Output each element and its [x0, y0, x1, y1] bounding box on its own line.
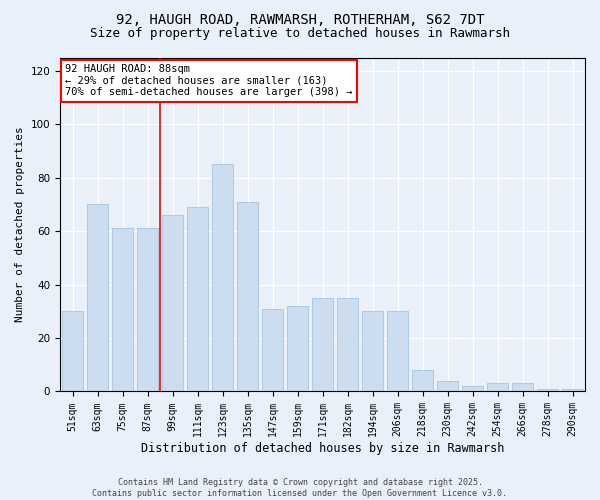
Bar: [387, 312, 408, 392]
Bar: [337, 298, 358, 392]
Bar: [412, 370, 433, 392]
Bar: [137, 228, 158, 392]
Bar: [237, 202, 258, 392]
X-axis label: Distribution of detached houses by size in Rawmarsh: Distribution of detached houses by size …: [141, 442, 504, 455]
Bar: [487, 384, 508, 392]
Text: Size of property relative to detached houses in Rawmarsh: Size of property relative to detached ho…: [90, 28, 510, 40]
Text: 92 HAUGH ROAD: 88sqm
← 29% of detached houses are smaller (163)
70% of semi-deta: 92 HAUGH ROAD: 88sqm ← 29% of detached h…: [65, 64, 353, 98]
Bar: [287, 306, 308, 392]
Bar: [437, 381, 458, 392]
Bar: [212, 164, 233, 392]
Bar: [512, 384, 533, 392]
Y-axis label: Number of detached properties: Number of detached properties: [15, 126, 25, 322]
Bar: [262, 308, 283, 392]
Bar: [162, 215, 183, 392]
Bar: [62, 312, 83, 392]
Bar: [87, 204, 108, 392]
Bar: [312, 298, 333, 392]
Bar: [362, 312, 383, 392]
Bar: [187, 207, 208, 392]
Bar: [462, 386, 483, 392]
Text: Contains HM Land Registry data © Crown copyright and database right 2025.
Contai: Contains HM Land Registry data © Crown c…: [92, 478, 508, 498]
Bar: [562, 389, 583, 392]
Text: 92, HAUGH ROAD, RAWMARSH, ROTHERHAM, S62 7DT: 92, HAUGH ROAD, RAWMARSH, ROTHERHAM, S62…: [116, 12, 484, 26]
Bar: [537, 389, 558, 392]
Bar: [112, 228, 133, 392]
